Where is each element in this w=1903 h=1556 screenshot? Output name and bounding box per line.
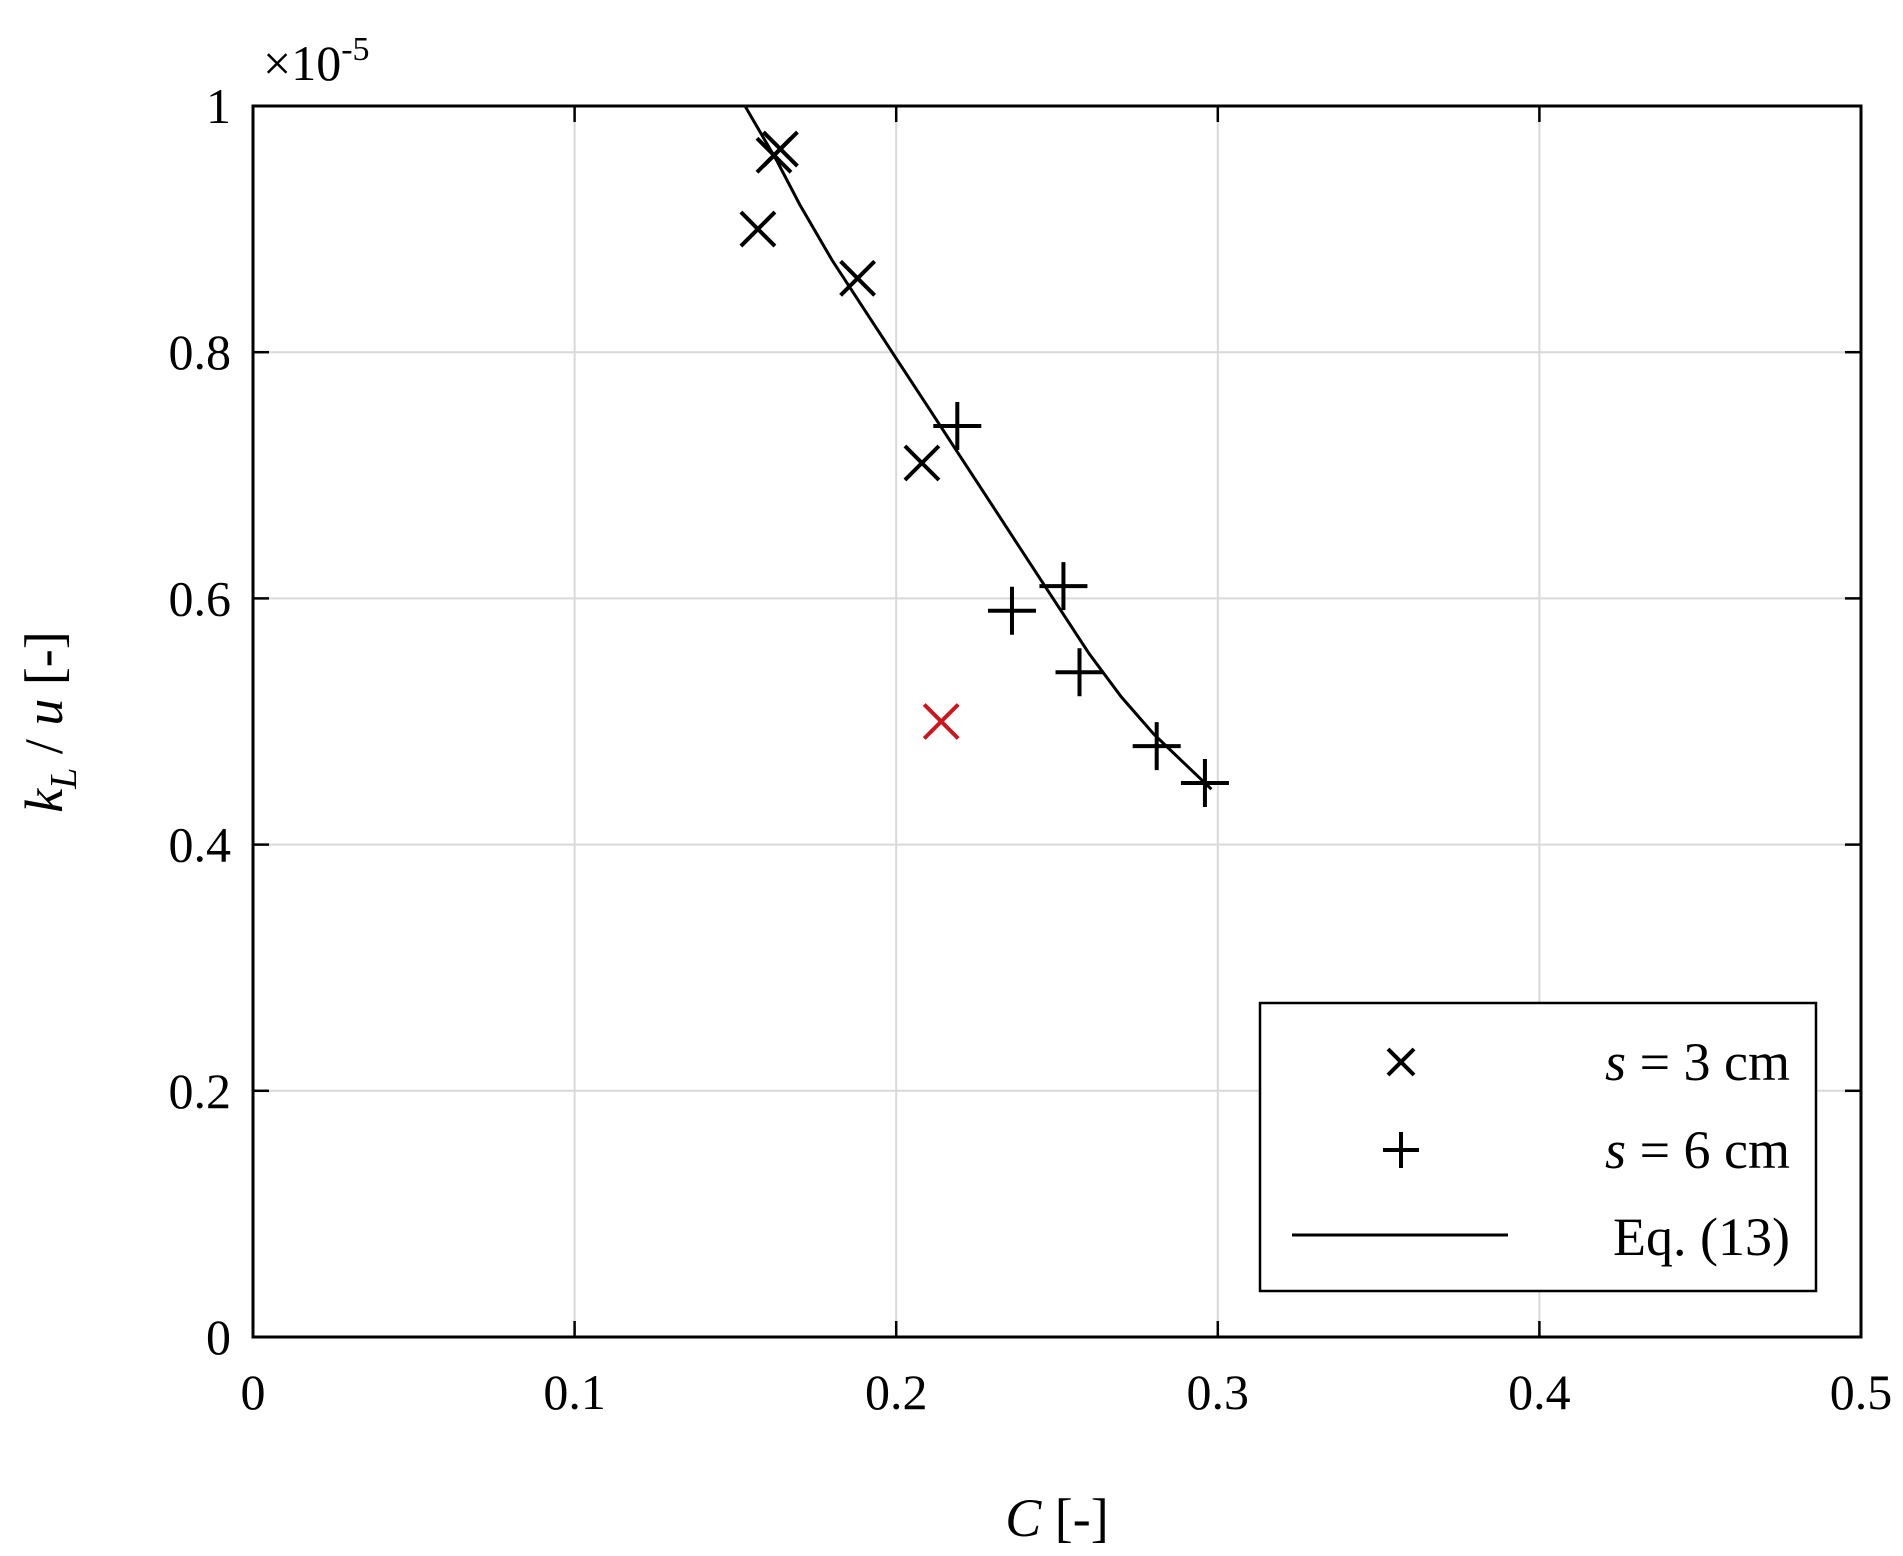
plot-area bbox=[739, 105, 1229, 808]
legend-label-s3-rest: = 3 cm bbox=[1626, 1032, 1790, 1092]
data-point-s6 bbox=[1180, 759, 1229, 808]
legend-x-marker bbox=[1386, 1047, 1416, 1077]
x-axis-title-var: C bbox=[1005, 1488, 1042, 1548]
y-tick-label: 1 bbox=[206, 78, 231, 134]
tick-marks bbox=[251, 104, 1863, 1339]
data-point-s6 bbox=[933, 402, 982, 451]
legend-entry-s3: s = 3 cm bbox=[1386, 1032, 1790, 1092]
data-point-s3 bbox=[839, 259, 877, 297]
legend-entry-s6: s = 6 cm bbox=[1383, 1120, 1790, 1180]
data-point-highlighted bbox=[922, 703, 960, 740]
y-axis-title-mid: / bbox=[14, 726, 74, 768]
y-exponent-label: ×10-5 bbox=[263, 31, 370, 91]
x-tick-label: 0.5 bbox=[1830, 1364, 1893, 1420]
y-exponent-power: -5 bbox=[341, 31, 369, 68]
y-tick-label: 0.6 bbox=[169, 570, 232, 626]
y-tick-label: 0.8 bbox=[169, 324, 232, 380]
gridlines bbox=[253, 106, 1861, 1337]
legend: s = 3 cm s = 6 cm Eq. (13) bbox=[1258, 1001, 1818, 1293]
x-tick-label: 0 bbox=[241, 1364, 266, 1420]
x-tick-labels: 0 0.1 0.2 0.3 0.4 0.5 bbox=[241, 1364, 1893, 1420]
x-axis-title: C [-] bbox=[1005, 1488, 1108, 1548]
x-tick-label: 0.4 bbox=[1508, 1364, 1571, 1420]
legend-label-s6-rest: = 6 cm bbox=[1626, 1120, 1790, 1180]
data-point-s6 bbox=[1039, 562, 1088, 611]
x-tick-label: 0.3 bbox=[1187, 1364, 1250, 1420]
legend-label-s3-var: s bbox=[1605, 1032, 1626, 1092]
data-point-s3 bbox=[739, 210, 777, 248]
legend-label-s3: s = 3 cm bbox=[1605, 1032, 1790, 1092]
y-axis-title-u: u bbox=[14, 699, 74, 726]
x-tick-label: 0.1 bbox=[543, 1364, 606, 1420]
y-tick-label: 0 bbox=[206, 1309, 231, 1365]
legend-entry-fit: Eq. (13) bbox=[1292, 1207, 1790, 1267]
y-tick-label: 0.4 bbox=[169, 817, 232, 873]
data-point-s6 bbox=[1055, 648, 1104, 697]
data-point-s3 bbox=[762, 130, 799, 168]
legend-label-s6: s = 6 cm bbox=[1605, 1120, 1790, 1180]
data-point-s6 bbox=[987, 586, 1036, 635]
x-tick-label: 0.2 bbox=[865, 1364, 928, 1420]
fit-curve-eq13 bbox=[743, 105, 1213, 791]
y-axis-title-k: k bbox=[14, 788, 74, 813]
data-point-s6 bbox=[1132, 722, 1181, 771]
y-axis-title-unit: [-] bbox=[14, 631, 74, 698]
y-axis-title: kL / u [-] bbox=[14, 631, 85, 813]
y-exponent-prefix: ×10 bbox=[263, 35, 341, 91]
y-tick-labels: 0 0.2 0.4 0.6 0.8 1 bbox=[169, 78, 232, 1365]
axes-box bbox=[251, 104, 1863, 1339]
legend-box bbox=[1258, 1001, 1818, 1293]
legend-plus-marker bbox=[1383, 1132, 1419, 1168]
y-tick-label: 0.2 bbox=[169, 1063, 232, 1119]
legend-label-s6-var: s bbox=[1605, 1120, 1626, 1180]
legend-label-fit: Eq. (13) bbox=[1613, 1207, 1790, 1267]
data-point-s3 bbox=[903, 444, 941, 482]
y-axis-title-sub: L bbox=[43, 768, 85, 790]
x-axis-title-unit: [-] bbox=[1041, 1488, 1108, 1548]
